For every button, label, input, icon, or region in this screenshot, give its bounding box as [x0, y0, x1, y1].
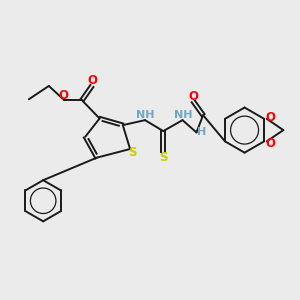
Text: S: S: [159, 151, 167, 164]
Text: O: O: [59, 89, 69, 102]
Text: O: O: [188, 90, 198, 103]
Text: NH: NH: [174, 110, 192, 120]
Text: O: O: [266, 136, 276, 149]
Text: NH: NH: [136, 110, 155, 120]
Text: O: O: [266, 111, 276, 124]
Text: O: O: [87, 74, 97, 88]
Text: S: S: [128, 146, 137, 159]
Text: H: H: [197, 128, 206, 137]
